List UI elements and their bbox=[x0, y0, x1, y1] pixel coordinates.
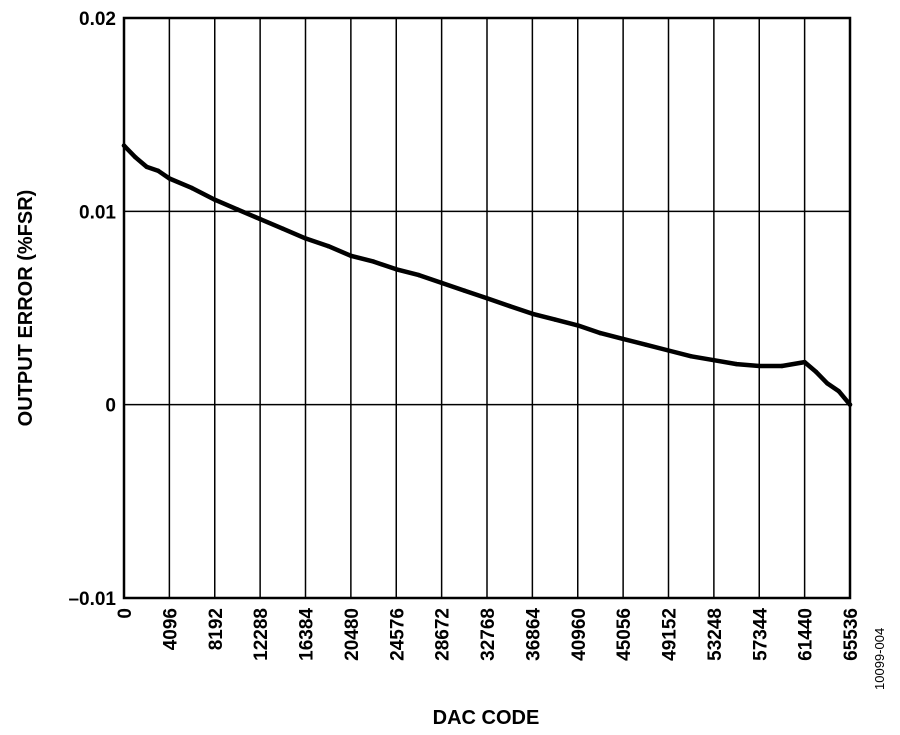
x-tick-label: 12288 bbox=[251, 608, 272, 661]
data-point bbox=[325, 243, 331, 249]
x-tick-label: 61440 bbox=[796, 608, 817, 661]
x-tick-label: 49152 bbox=[660, 608, 681, 661]
data-point bbox=[779, 363, 785, 369]
data-point bbox=[439, 280, 444, 286]
data-point bbox=[133, 155, 138, 160]
x-tick-label: 36864 bbox=[523, 608, 544, 661]
data-point bbox=[212, 197, 217, 202]
data-point bbox=[552, 317, 558, 322]
x-tick-labels: 0 4096 8192 12288 16384 20480 24576 28672 32768 3… bbox=[115, 608, 862, 661]
x-tick-label: 65536 bbox=[841, 608, 862, 661]
x-tick-label: 28672 bbox=[433, 608, 454, 661]
data-point bbox=[144, 164, 149, 170]
data-point bbox=[802, 359, 807, 365]
data-point bbox=[575, 323, 580, 328]
y-tick-label: 0.01 bbox=[79, 202, 116, 223]
x-tick-label: 8192 bbox=[206, 608, 227, 650]
data-point bbox=[757, 363, 762, 369]
data-point bbox=[280, 226, 286, 231]
data-point bbox=[371, 259, 376, 264]
figure-id: 10099-004 bbox=[872, 628, 887, 690]
x-tick-label: 20480 bbox=[342, 608, 363, 661]
data-point bbox=[303, 236, 308, 241]
x-tick-label: 32768 bbox=[478, 608, 499, 661]
data-point bbox=[484, 296, 490, 301]
x-tick-label: 40960 bbox=[569, 608, 590, 661]
data-point bbox=[688, 354, 694, 359]
data-point bbox=[598, 330, 603, 336]
data-point bbox=[507, 303, 512, 309]
y-tick-label: 0.02 bbox=[79, 9, 116, 30]
y-axis-title: OUTPUT ERROR (%FSR) bbox=[15, 190, 37, 427]
data-point bbox=[155, 168, 161, 173]
data-point bbox=[189, 185, 195, 191]
x-tick-label: 45056 bbox=[614, 608, 635, 661]
y-tick-labels: –0.01 0 0.01 0.02 bbox=[68, 9, 116, 610]
data-point bbox=[666, 348, 671, 353]
data-point bbox=[167, 176, 172, 181]
x-tick-label: 53248 bbox=[705, 608, 726, 661]
x-tick-label: 16384 bbox=[297, 608, 318, 661]
x-axis-title: DAC CODE bbox=[433, 707, 540, 729]
grid bbox=[124, 18, 850, 598]
data-point bbox=[711, 358, 717, 363]
series-layer bbox=[121, 143, 853, 407]
x-tick-label: 24576 bbox=[387, 608, 408, 661]
plot-frame bbox=[122, 16, 852, 600]
data-point bbox=[257, 216, 263, 222]
x-tick-label: 0 bbox=[115, 608, 136, 619]
x-tick-label: 57344 bbox=[750, 608, 771, 661]
data-point bbox=[836, 388, 841, 394]
data-point bbox=[813, 369, 819, 374]
data-point bbox=[235, 207, 240, 212]
data-point bbox=[530, 311, 535, 316]
data-point bbox=[348, 253, 354, 258]
data-point bbox=[734, 361, 739, 367]
data-point bbox=[643, 342, 649, 347]
y-tick-label: –0.01 bbox=[68, 589, 116, 610]
data-point bbox=[416, 272, 422, 278]
data-point bbox=[620, 336, 626, 342]
data-point bbox=[825, 381, 830, 386]
x-tick-label: 4096 bbox=[160, 608, 181, 650]
data-point bbox=[394, 267, 399, 272]
data-point bbox=[462, 288, 467, 293]
y-tick-label: 0 bbox=[105, 396, 116, 417]
